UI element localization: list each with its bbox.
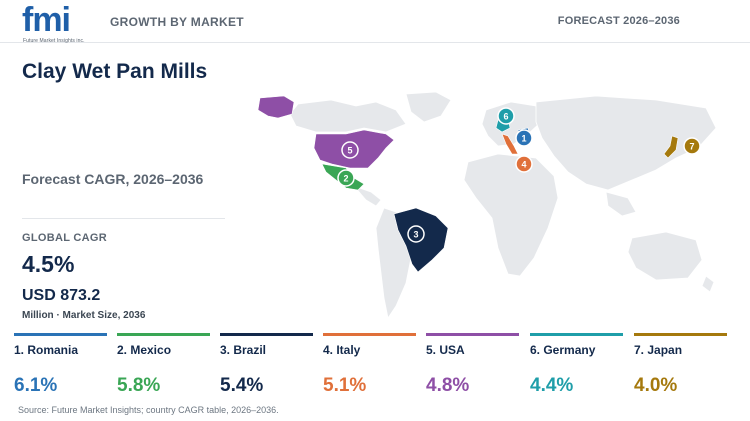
marker-italy[interactable]: 4 (515, 155, 533, 173)
country-color-bar (426, 333, 519, 336)
country-color-bar (634, 333, 727, 336)
country-card-mexico[interactable]: 2. Mexico 5.8% (117, 333, 210, 403)
forecast-period-label: FORECAST 2026–2036 (557, 15, 680, 27)
country-color-bar (220, 333, 313, 336)
country-name: 6. Germany (530, 343, 596, 357)
svg-text:2: 2 (343, 174, 348, 184)
global-cagr-label: GLOBAL CAGR (22, 232, 107, 244)
country-color-bar (323, 333, 416, 336)
country-cagr-value: 4.0% (634, 375, 678, 396)
marker-mexico[interactable]: 2 (337, 169, 355, 187)
fmi-logo[interactable]: fmi Future Market Insights inc. (22, 2, 94, 44)
country-name: 3. Brazil (220, 343, 267, 357)
italy-region[interactable] (501, 133, 519, 155)
divider (22, 218, 225, 219)
svg-text:6: 6 (503, 112, 508, 122)
country-name: 1. Romania (14, 343, 79, 357)
logo-text: fmi (22, 1, 71, 39)
country-card-italy[interactable]: 4. Italy 5.1% (323, 333, 416, 403)
svg-text:7: 7 (689, 142, 694, 152)
source-note: Source: Future Market Insights; country … (18, 405, 279, 415)
marker-germany[interactable]: 6 (497, 107, 515, 125)
country-color-bar (14, 333, 107, 336)
marker-usa[interactable]: 5 (341, 141, 359, 159)
country-card-usa[interactable]: 5. USA 4.8% (426, 333, 519, 403)
country-cagr-value: 5.8% (117, 375, 161, 396)
marker-brazil[interactable]: 3 (407, 225, 425, 243)
country-cagr-list: 1. Romania 6.1% 2. Mexico 5.8% 3. Brazil… (14, 333, 738, 403)
country-name: 5. USA (426, 343, 465, 357)
country-cagr-value: 5.1% (323, 375, 367, 396)
marker-romania[interactable]: 1 (515, 129, 533, 147)
country-cagr-value: 6.1% (14, 375, 58, 396)
market-size-value: USD 873.2 (22, 287, 101, 304)
country-name: 2. Mexico (117, 343, 172, 357)
country-color-bar (117, 333, 210, 336)
world-map: 1 2 3 4 5 6 7 (257, 91, 717, 320)
page-title: Clay Wet Pan Mills (22, 60, 208, 83)
global-cagr-value: 4.5% (22, 251, 75, 277)
country-name: 7. Japan (634, 343, 683, 357)
logo-subtitle: Future Market Insights inc. (23, 38, 85, 44)
market-size-note: Million · Market Size, 2036 (22, 310, 146, 321)
svg-text:4: 4 (521, 160, 526, 170)
country-name: 4. Italy (323, 343, 361, 357)
svg-text:1: 1 (521, 134, 526, 144)
growth-by-market-label: GROWTH BY MARKET (110, 15, 244, 29)
alaska-region[interactable] (257, 95, 295, 119)
svg-text:3: 3 (413, 230, 418, 240)
country-card-germany[interactable]: 6. Germany 4.4% (530, 333, 623, 403)
header-bar: fmi Future Market Insights inc. GROWTH B… (0, 0, 750, 44)
country-color-bar (530, 333, 623, 336)
world-landmass (289, 91, 717, 320)
japan-region[interactable] (663, 135, 679, 159)
country-cagr-value: 4.4% (530, 375, 574, 396)
marker-japan[interactable]: 7 (683, 137, 701, 155)
forecast-cagr-label: Forecast CAGR, 2026–2036 (22, 171, 204, 187)
country-card-brazil[interactable]: 3. Brazil 5.4% (220, 333, 313, 403)
svg-text:5: 5 (347, 146, 352, 156)
country-cagr-value: 4.8% (426, 375, 470, 396)
country-card-romania[interactable]: 1. Romania 6.1% (14, 333, 107, 403)
country-card-japan[interactable]: 7. Japan 4.0% (634, 333, 727, 403)
country-cagr-value: 5.4% (220, 375, 264, 396)
